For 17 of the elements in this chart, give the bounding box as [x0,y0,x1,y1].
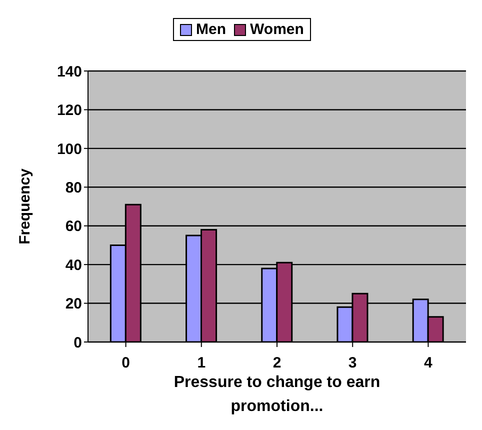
legend-label: Women [249,21,304,38]
legend-label: Men [195,21,226,38]
x-tick-label: 0 [122,354,130,372]
x-tick-label: 1 [197,354,206,372]
y-tick-label: 60 [65,218,82,236]
x-tick-label: 3 [348,354,357,372]
y-tick-label: 120 [56,102,82,120]
y-tick-label: 0 [74,334,82,352]
y-tick-label: 40 [65,256,82,274]
y-tick-label: 140 [56,63,82,80]
y-tick-label: 80 [65,179,82,196]
x-axis-title: Pressure to change to earn promotion... [174,374,380,415]
x-tick-label: 2 [272,354,282,372]
y-tick-label: 100 [56,140,82,158]
y-tick-label: 20 [65,296,82,313]
y-axis-title: Frequency [16,168,34,244]
x-tick-label: 4 [424,354,434,372]
